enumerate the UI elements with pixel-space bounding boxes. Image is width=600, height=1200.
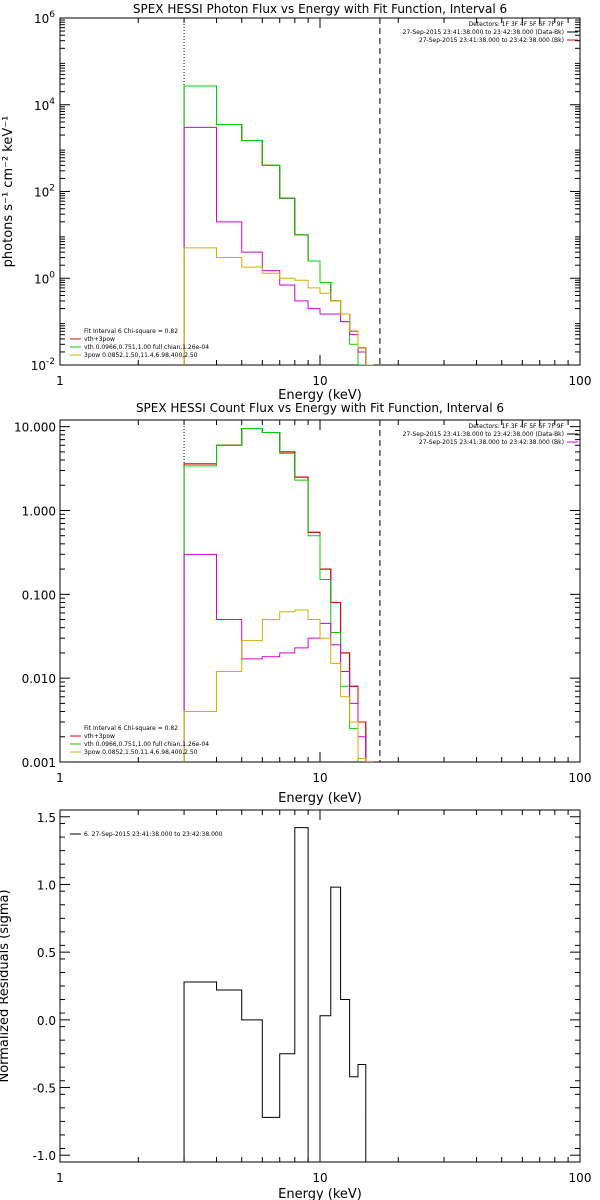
y-tick-label: -1.0 — [33, 1149, 56, 1163]
x-tick-label: 10 — [312, 771, 327, 785]
series-line-3 — [183, 85, 381, 365]
series-line-4 — [183, 553, 393, 762]
legend-text: 27-Sep-2015 23:41:38.000 to 23:42:38.000… — [419, 37, 564, 44]
data-layer — [183, 428, 393, 762]
legend-text: vth+3pow — [84, 733, 115, 740]
chart-panel-3: 1 10 100 -1.0 -0.5 0.0 0.5 1.0 1.5 Energy (keV) No… — [0, 809, 592, 1200]
x-tick-label: 100 — [569, 771, 592, 785]
x-tick-label: 100 — [569, 1171, 592, 1185]
legend-text: 3pow 0.0852,1.50,11.4,6.98,400,2.50 — [84, 352, 198, 359]
y-tick-label: 106 — [34, 10, 55, 26]
data-layer — [183, 85, 381, 365]
legend-text: 27-Sep-2015 23:41:38.000 to 23:42:38.000… — [403, 431, 564, 438]
series-line-5 — [183, 609, 393, 762]
legend-text: vth 0.0966,0.751,1.00 full chian,1.26e-0… — [84, 344, 209, 351]
series-line-2 — [183, 428, 393, 762]
legend-text: vth+3pow — [84, 336, 115, 343]
y-axis-label: photons s⁻¹ cm⁻² keV⁻¹ — [1, 116, 16, 268]
x-tick-label: 100 — [569, 374, 592, 388]
series-line-1 — [183, 428, 393, 762]
x-tick-label: 1 — [56, 374, 64, 388]
data-layer — [183, 827, 380, 1162]
series-line-5 — [183, 247, 381, 365]
x-tick-label: 1 — [56, 1171, 64, 1185]
y-tick-label: -0.5 — [33, 1082, 56, 1096]
y-tick-label: 0.0 — [37, 1014, 56, 1028]
plot-frame — [59, 419, 581, 763]
legend-text: 27-Sep-2015 23:41:38.000 to 23:42:38.000… — [403, 29, 564, 36]
legend-text: Detectors: 1F 3F 4F 5F 6F 7F 9F — [468, 423, 564, 430]
x-tick-label: 10 — [312, 374, 327, 388]
y-tick-label: 1.5 — [37, 811, 56, 825]
legend-text: vth 0.0966,0.751,1.00 full chian,1.26e-0… — [84, 741, 209, 748]
legend-text: Detectors: 1F 3F 4F 5F 6F 7F 9F — [468, 21, 564, 28]
series-line-4 — [183, 126, 381, 365]
legend-text: Fit Interval 6 Chi-square = 0.82 — [84, 328, 178, 335]
y-tick-label: 0.001 — [22, 756, 56, 770]
series-line-3 — [183, 428, 393, 762]
y-tick-label: 0.010 — [22, 672, 56, 686]
y-tick-label: 10.000 — [14, 421, 56, 435]
legend-text: 6. 27-Sep-2015 23:41:38.000 to 23:42:38.… — [84, 831, 223, 838]
chart-title: SPEX HESSI Count Flux vs Energy with Fit… — [136, 401, 504, 415]
legend-text: 3pow 0.0852,1.50,11.4,6.98,400,2.50 — [84, 749, 198, 756]
x-axis-label: Energy (keV) — [278, 388, 362, 403]
x-tick-label: 10 — [312, 1171, 327, 1185]
chart-panel-2: SPEX HESSI Count Flux vs Energy with Fit… — [14, 401, 591, 806]
x-axis-label: Energy (keV) — [278, 791, 362, 806]
y-tick-label: 1.000 — [22, 504, 56, 518]
y-tick-label: 0.100 — [22, 588, 56, 602]
x-tick-label: 1 — [56, 771, 64, 785]
y-tick-label: 0.5 — [37, 946, 56, 960]
y-tick-label: 104 — [34, 97, 55, 113]
legend-text: 27-Sep-2015 23:41:38.000 to 23:42:38.000… — [419, 439, 564, 446]
y-tick-label: 10-2 — [31, 357, 55, 373]
y-tick-label: 1.0 — [37, 878, 56, 892]
legend-text: Fit Interval 6 Chi-square = 0.82 — [84, 725, 178, 732]
x-axis-label: Energy (keV) — [278, 1187, 362, 1200]
chart-panel-1: SPEX HESSI Photon Flux vs Energy with Fi… — [1, 2, 591, 403]
y-axis-label: Normalized Residuals (sigma) — [0, 889, 12, 1082]
series-line-1 — [183, 827, 380, 1162]
y-tick-label: 100 — [34, 270, 55, 286]
y-tick-label: 102 — [34, 184, 55, 200]
chart-title: SPEX HESSI Photon Flux vs Energy with Fi… — [133, 2, 507, 16]
